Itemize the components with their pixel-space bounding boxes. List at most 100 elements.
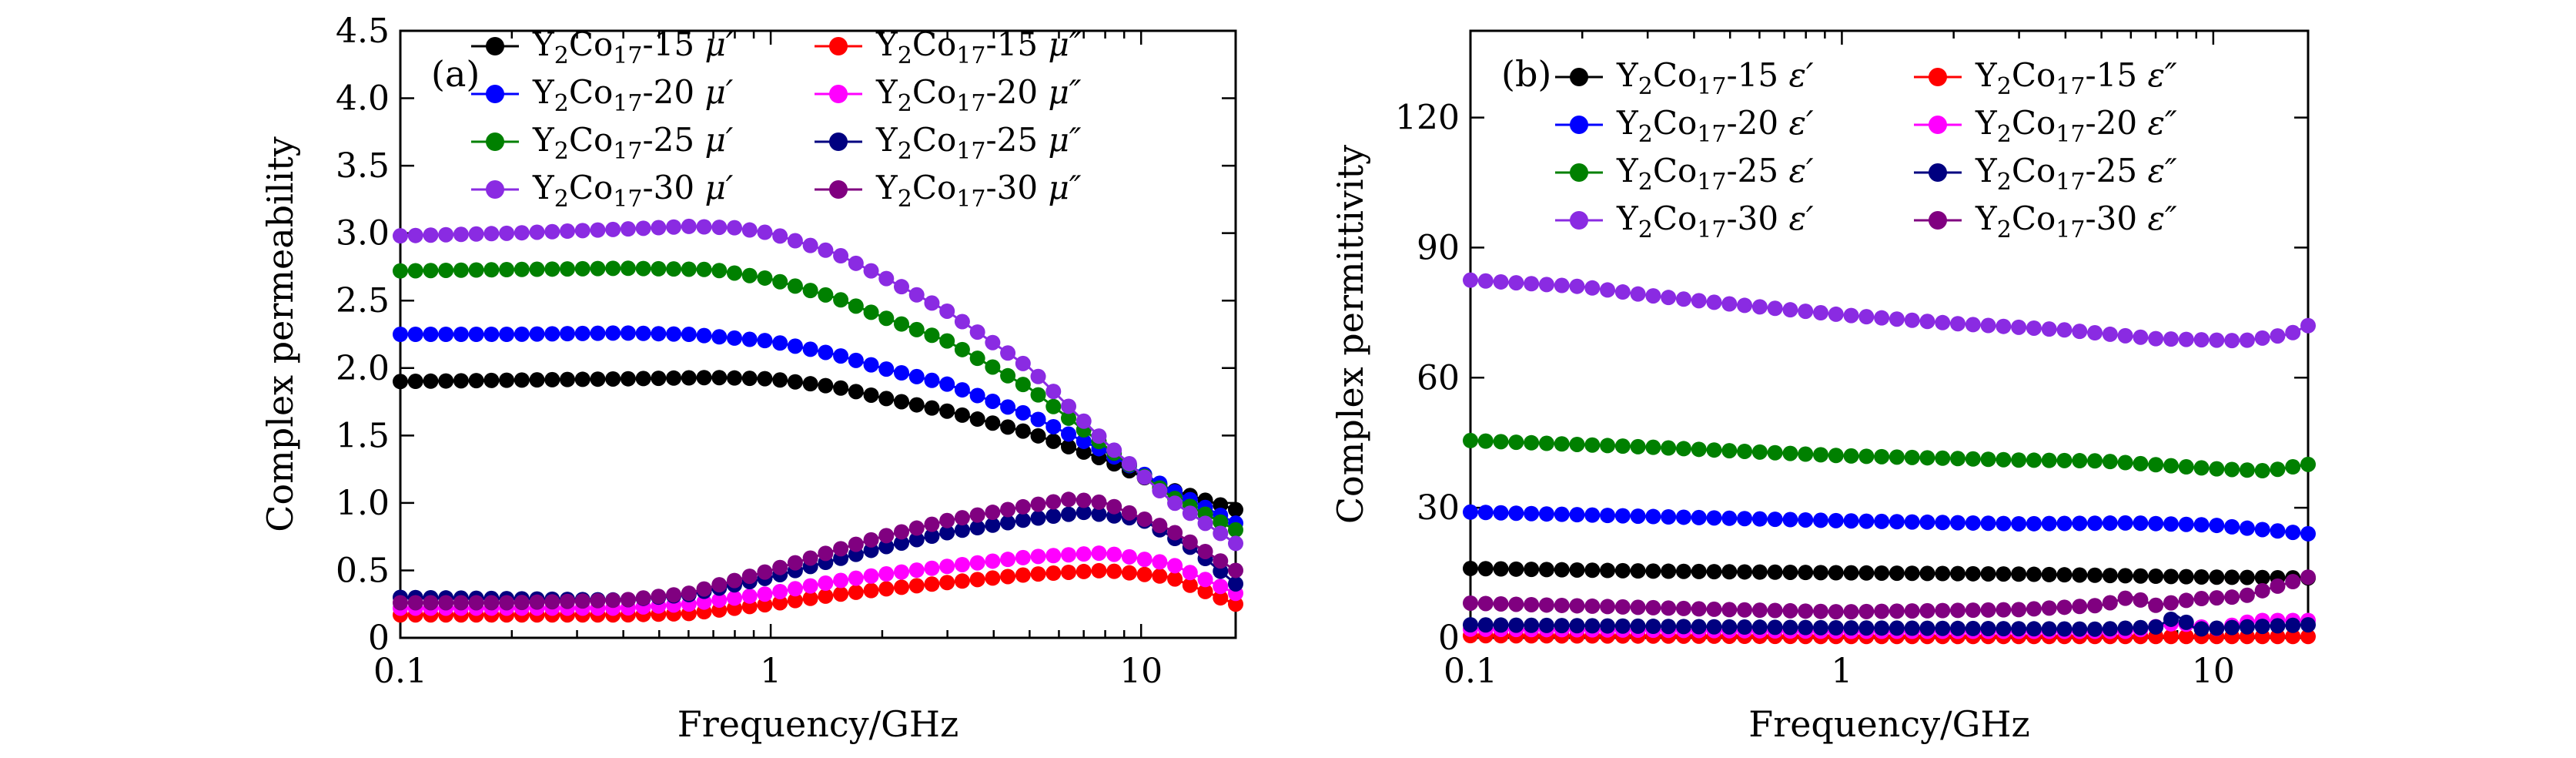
data-point xyxy=(1106,546,1122,562)
data-point xyxy=(1569,278,1585,294)
data-point xyxy=(1076,433,1092,449)
data-point xyxy=(1950,451,1966,467)
data-point xyxy=(908,532,925,548)
data-point xyxy=(2209,620,2225,636)
data-point xyxy=(2102,621,2118,637)
data-point xyxy=(1843,565,1859,581)
data-point xyxy=(878,581,895,597)
data-point xyxy=(453,373,469,389)
data-point xyxy=(560,593,575,609)
data-point xyxy=(605,221,621,237)
data-point xyxy=(2026,621,2042,637)
series xyxy=(393,491,1243,611)
data-point xyxy=(574,325,590,341)
data-point xyxy=(1091,545,1107,562)
data-point xyxy=(1538,562,1554,578)
data-point xyxy=(1751,602,1768,619)
data-point xyxy=(2254,619,2270,635)
data-point xyxy=(1828,565,1844,581)
data-point xyxy=(590,371,606,387)
data-point xyxy=(2209,332,2225,348)
data-point xyxy=(1463,432,1478,448)
data-point xyxy=(1045,384,1062,400)
data-point xyxy=(924,327,940,344)
data-point xyxy=(894,364,909,381)
data-point xyxy=(894,535,909,551)
data-point xyxy=(696,594,712,610)
data-point xyxy=(802,590,818,606)
data-point xyxy=(1843,604,1859,620)
data-point xyxy=(1076,505,1092,521)
data-point xyxy=(1950,565,1966,582)
data-point xyxy=(483,262,500,278)
data-point xyxy=(1030,566,1046,582)
legend-marker xyxy=(1929,211,1947,230)
data-point xyxy=(1798,446,1814,462)
data-point xyxy=(939,376,955,392)
data-point xyxy=(1828,512,1844,528)
data-point xyxy=(954,510,970,526)
data-point xyxy=(727,330,742,346)
data-point xyxy=(590,260,606,277)
data-point xyxy=(2178,331,2194,347)
x-axis-label: Frequency/GHz xyxy=(677,703,958,745)
data-point xyxy=(908,368,925,384)
data-point xyxy=(1904,312,1920,328)
data-point xyxy=(423,227,439,243)
data-point xyxy=(1798,565,1814,581)
data-point xyxy=(924,576,940,592)
data-point xyxy=(1874,448,1890,465)
data-point xyxy=(1661,563,1677,579)
data-point xyxy=(1015,377,1031,393)
data-point xyxy=(2026,320,2042,336)
data-point xyxy=(787,338,803,354)
data-point xyxy=(1076,413,1092,429)
data-point xyxy=(696,261,712,277)
data-point xyxy=(1508,434,1524,451)
data-point xyxy=(1015,549,1031,565)
data-point xyxy=(908,562,925,579)
data-point xyxy=(1965,620,1981,636)
data-point xyxy=(878,528,895,544)
data-point xyxy=(529,326,545,342)
legend-marker xyxy=(829,132,848,151)
data-point xyxy=(1919,565,1935,582)
data-point xyxy=(468,373,484,389)
data-point xyxy=(2133,455,2149,471)
data-point xyxy=(1600,508,1616,524)
data-point xyxy=(848,584,864,600)
data-point xyxy=(833,348,849,364)
data-point xyxy=(1463,595,1478,611)
data-point xyxy=(1000,419,1016,435)
data-point xyxy=(954,407,970,423)
data-point xyxy=(1584,507,1601,523)
data-point xyxy=(1798,511,1814,528)
data-point xyxy=(407,227,423,243)
data-point xyxy=(651,589,667,605)
data-point xyxy=(1661,440,1677,456)
data-point xyxy=(696,327,712,344)
data-point xyxy=(1045,548,1062,564)
data-point xyxy=(787,233,803,249)
data-point xyxy=(1767,300,1783,317)
data-point xyxy=(863,582,879,599)
data-point xyxy=(1584,598,1601,614)
data-point xyxy=(2163,458,2179,474)
data-point xyxy=(2209,569,2225,585)
data-point xyxy=(1904,620,1920,636)
data-point xyxy=(2163,331,2179,347)
data-point xyxy=(757,333,773,349)
data-point xyxy=(620,221,636,237)
data-point xyxy=(499,225,515,241)
data-point xyxy=(894,279,909,295)
data-point xyxy=(1904,514,1920,530)
data-point xyxy=(1015,512,1031,528)
data-point xyxy=(1182,505,1198,522)
data-point xyxy=(2224,589,2240,605)
y-tick-label: 4.0 xyxy=(336,79,390,119)
data-point xyxy=(1091,494,1107,510)
data-point xyxy=(1965,515,1981,531)
data-point xyxy=(863,357,879,373)
data-point xyxy=(985,553,1001,569)
data-point xyxy=(1828,448,1844,464)
